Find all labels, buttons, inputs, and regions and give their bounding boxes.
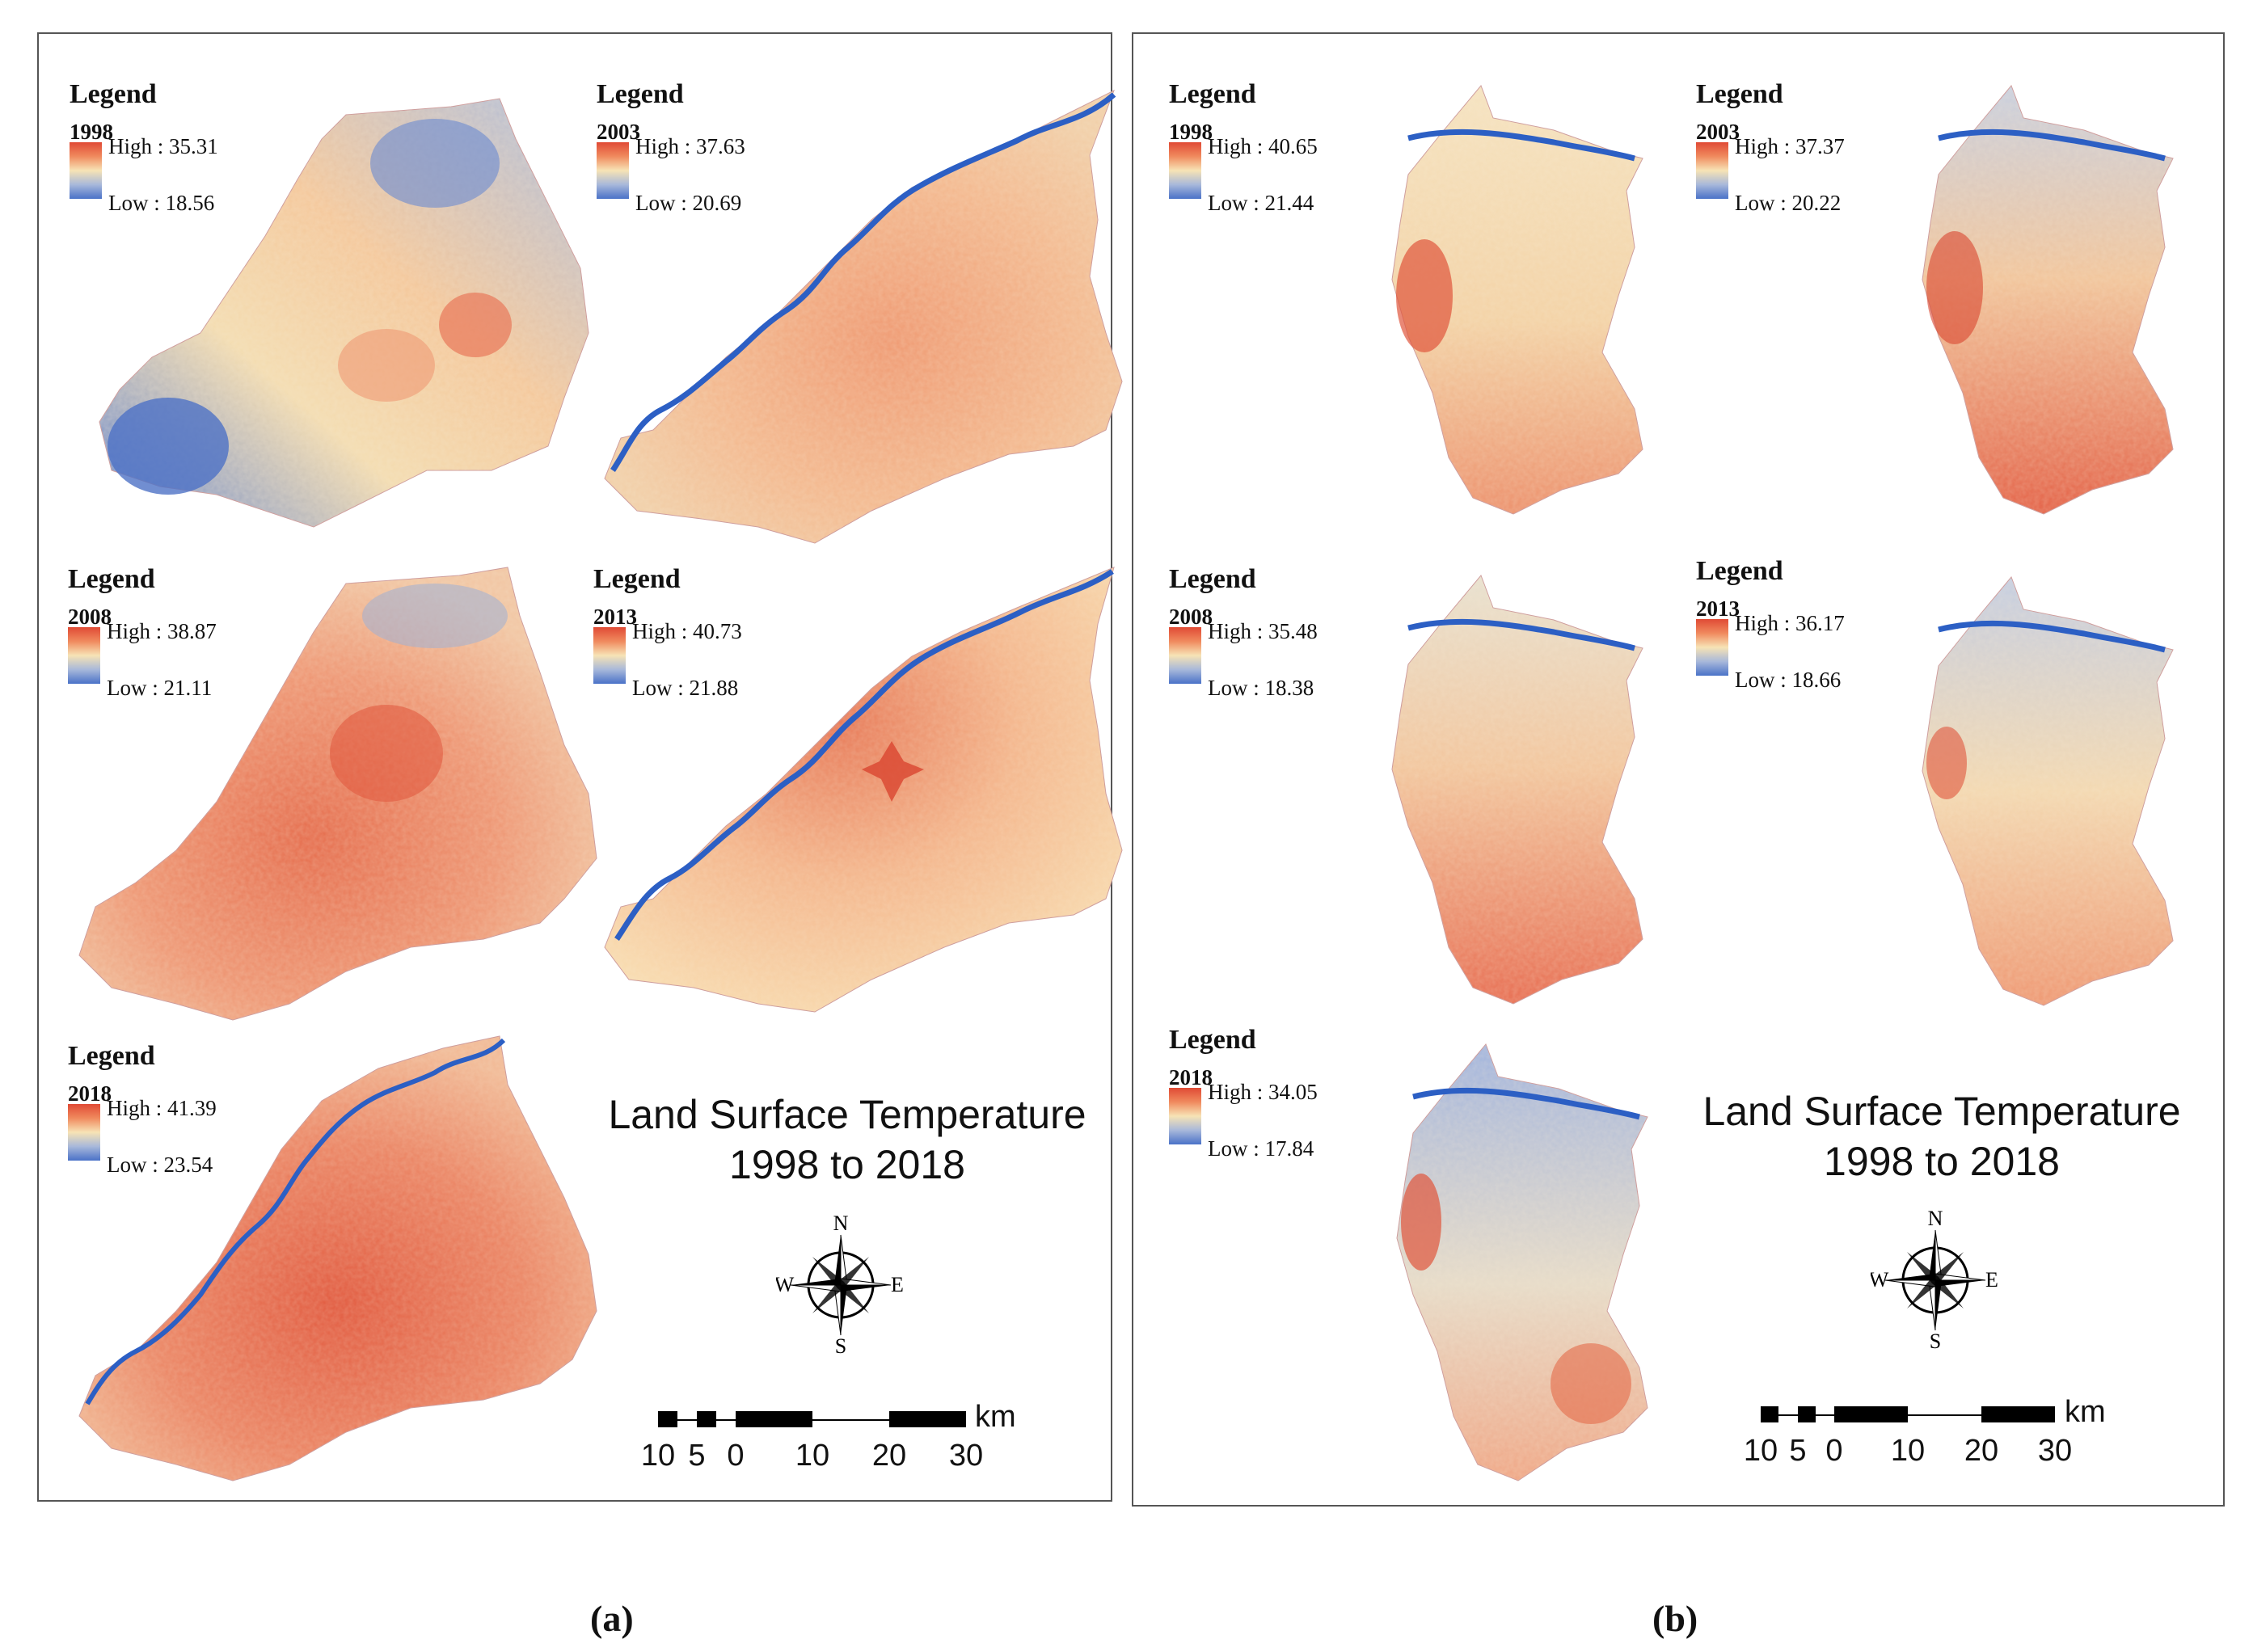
lst-map-a-2008 bbox=[78, 567, 597, 1021]
scale-unit: km bbox=[975, 1400, 1016, 1434]
title-line-1: Land Surface Temperature bbox=[1702, 1089, 2181, 1134]
legend-color-ramp bbox=[68, 1104, 100, 1161]
legend-low: Low : 21.11 bbox=[107, 676, 213, 700]
compass-e: E bbox=[1985, 1268, 1998, 1292]
legend-low: Low : 18.56 bbox=[108, 191, 215, 215]
lst-map-b-2013 bbox=[1922, 576, 2174, 1006]
scale-tick: 0 bbox=[1825, 1434, 1843, 1468]
legend-high: High : 37.63 bbox=[635, 134, 745, 158]
legend-high: High : 38.87 bbox=[107, 619, 217, 643]
legend-title: Legend bbox=[1169, 79, 1256, 109]
legend-title: Legend bbox=[1169, 564, 1256, 594]
legend-color-ramp bbox=[1169, 1088, 1201, 1144]
legend-high: High : 35.48 bbox=[1208, 619, 1318, 643]
legend-color-ramp bbox=[70, 142, 102, 199]
panel-a: Legend 1998 High : 35.31 Low : 18.56 Leg… bbox=[37, 32, 1123, 1502]
legend-high: High : 36.17 bbox=[1735, 611, 1845, 635]
lst-map-a-2013 bbox=[604, 567, 1123, 1013]
compass-n: N bbox=[1928, 1207, 1943, 1230]
scale-tick: 20 bbox=[1964, 1434, 1999, 1468]
legend-year: 2018 bbox=[1169, 1065, 1213, 1089]
north-arrow-icon: N S E W bbox=[1871, 1207, 1998, 1351]
legend-color-ramp bbox=[1169, 627, 1201, 684]
legend-high: High : 37.37 bbox=[1735, 134, 1845, 158]
title-line-2: 1998 to 2018 bbox=[1824, 1139, 2060, 1184]
legend-low: Low : 20.69 bbox=[635, 191, 742, 215]
legend-title: Legend bbox=[70, 79, 157, 109]
scale-tick: 30 bbox=[2037, 1434, 2073, 1468]
legend-color-ramp bbox=[597, 142, 629, 199]
legend-year: 2013 bbox=[1696, 596, 1740, 621]
legend-title: Legend bbox=[593, 564, 681, 594]
legend-color-ramp bbox=[1169, 142, 1201, 199]
scale-tick: 10 bbox=[640, 1439, 676, 1473]
legend-low: Low : 23.54 bbox=[107, 1153, 213, 1177]
legend-title: Legend bbox=[68, 564, 155, 594]
lst-map-a-1998 bbox=[99, 98, 589, 528]
lst-map-b-2008 bbox=[1391, 575, 1643, 1005]
scale-tick: 10 bbox=[795, 1439, 830, 1473]
legend-title: Legend bbox=[68, 1041, 155, 1071]
scale-tick: 5 bbox=[1789, 1434, 1807, 1468]
legend-title: Legend bbox=[597, 79, 684, 109]
legend-year: 2008 bbox=[1169, 605, 1213, 629]
legend-year: 2003 bbox=[1696, 120, 1740, 144]
lst-map-b-2018 bbox=[1396, 1043, 1648, 1481]
legend-year: 1998 bbox=[1169, 120, 1213, 144]
compass-w: W bbox=[776, 1273, 795, 1296]
legend-color-ramp bbox=[68, 627, 100, 684]
legend-low: Low : 21.44 bbox=[1208, 191, 1314, 215]
scale-tick: 10 bbox=[1743, 1434, 1778, 1468]
legend-title: Legend bbox=[1696, 79, 1783, 109]
scale-bar-a: km 10 5 0 10 20 30 bbox=[641, 1400, 1046, 1484]
scale-tick: 10 bbox=[1890, 1434, 1926, 1468]
legend-color-ramp bbox=[1696, 619, 1728, 676]
legend-year: 2018 bbox=[68, 1081, 112, 1106]
legend-color-ramp bbox=[1696, 142, 1728, 199]
scale-tick: 5 bbox=[688, 1439, 706, 1473]
compass-s: S bbox=[835, 1334, 846, 1356]
compass-n: N bbox=[833, 1212, 849, 1235]
legend-low: Low : 18.66 bbox=[1735, 668, 1842, 692]
legend-high: High : 34.05 bbox=[1208, 1080, 1318, 1104]
legend-low: Low : 20.22 bbox=[1735, 191, 1842, 215]
caption-a: (a) bbox=[590, 1598, 634, 1639]
legend-high: High : 40.65 bbox=[1208, 134, 1318, 158]
legend-low: Low : 18.38 bbox=[1208, 676, 1314, 700]
legend-year: 2003 bbox=[597, 120, 640, 144]
scale-tick: 30 bbox=[948, 1439, 984, 1473]
north-arrow-icon: N S E W bbox=[776, 1212, 904, 1356]
legend-low: Low : 17.84 bbox=[1208, 1136, 1314, 1161]
lst-map-b-2003 bbox=[1922, 85, 2174, 515]
compass-s: S bbox=[1930, 1330, 1941, 1351]
legend-high: High : 40.73 bbox=[632, 619, 742, 643]
compass-e: E bbox=[891, 1273, 904, 1296]
scale-unit: km bbox=[2065, 1395, 2106, 1429]
legend-year: 1998 bbox=[70, 120, 113, 144]
panel-b: Legend 1998 High : 40.65 Low : 21.44 Leg… bbox=[1132, 32, 2225, 1507]
legend-year: 2013 bbox=[593, 605, 637, 629]
legend-low: Low : 21.88 bbox=[632, 676, 739, 700]
scale-tick: 20 bbox=[871, 1439, 907, 1473]
lst-map-a-2018 bbox=[78, 1035, 597, 1481]
scale-tick: 0 bbox=[727, 1439, 745, 1473]
map-title-b: Land Surface Temperature 1998 to 2018 bbox=[1683, 1086, 2200, 1186]
legend-high: High : 35.31 bbox=[108, 134, 218, 158]
lst-map-b-1998 bbox=[1391, 85, 1643, 515]
caption-b: (b) bbox=[1652, 1598, 1698, 1639]
map-title-a: Land Surface Temperature 1998 to 2018 bbox=[589, 1089, 1106, 1190]
compass-w: W bbox=[1871, 1268, 1889, 1292]
legend-title: Legend bbox=[1169, 1025, 1256, 1055]
lst-map-a-2003 bbox=[604, 89, 1123, 544]
title-line-1: Land Surface Temperature bbox=[608, 1092, 1086, 1137]
legend-title: Legend bbox=[1696, 556, 1783, 586]
legend-color-ramp bbox=[593, 627, 626, 684]
legend-high: High : 41.39 bbox=[107, 1096, 217, 1120]
scale-bar-b: km 10 5 0 10 20 30 bbox=[1744, 1395, 2149, 1479]
title-line-2: 1998 to 2018 bbox=[729, 1142, 965, 1187]
legend-year: 2008 bbox=[68, 605, 112, 629]
